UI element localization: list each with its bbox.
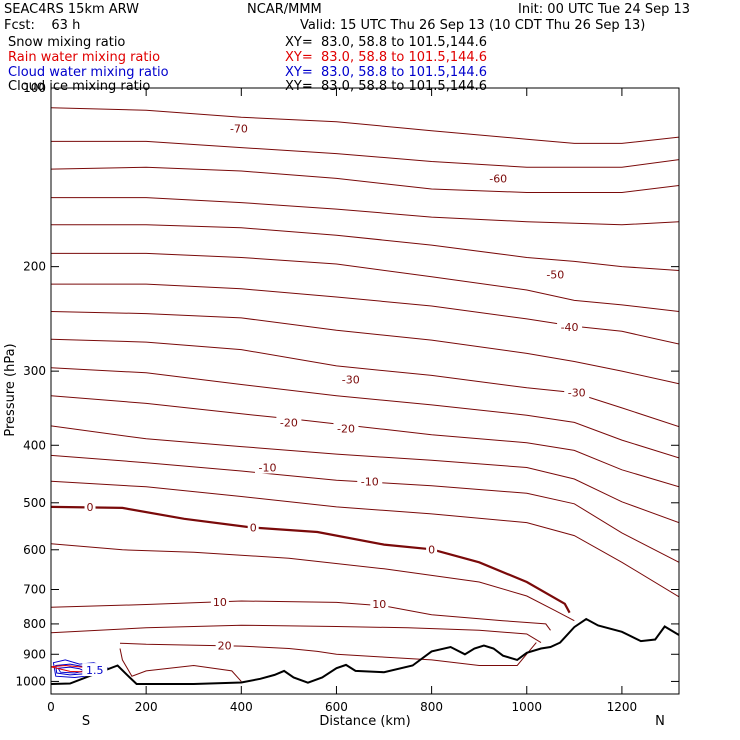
contour-label: -20: [337, 423, 355, 436]
x-tick-label: 1000: [511, 700, 542, 714]
field-xy-rain: XY= 83.0, 58.8 to 101.5,144.6: [285, 50, 488, 65]
contour-label-bg: [426, 542, 438, 556]
x-axis-label: Distance (km): [319, 714, 410, 729]
y-tick-label: 100: [23, 81, 46, 95]
valid-time: Valid: 15 UTC Thu 26 Sep 13 (10 CDT Thu …: [300, 18, 646, 33]
contour-label-bg: [370, 596, 389, 610]
contour-label: -60: [489, 172, 507, 185]
contour-label: 10: [372, 598, 386, 611]
isotherm-line: [51, 224, 679, 271]
isotherm-line: [51, 543, 575, 622]
contour-label: -50: [546, 268, 564, 281]
y-tick-label: 1000: [15, 674, 46, 688]
y-tick-label: 500: [23, 496, 46, 510]
contour-label-bg: [254, 460, 280, 474]
isotherm-line: [51, 367, 679, 459]
contour-layer: [51, 107, 679, 682]
contour-label: -40: [561, 321, 579, 334]
contour-label: -70: [230, 122, 248, 135]
contour-label-bg: [226, 121, 252, 135]
contour-label-bg: [210, 595, 229, 609]
terrain-layer: [51, 617, 679, 685]
contour-label: -30: [342, 374, 360, 387]
isotherm-line: [119, 642, 537, 666]
contour-label-bg: [564, 385, 590, 399]
terrain-line: [51, 617, 679, 685]
contour-label-bg: [485, 171, 511, 185]
isotherm-line: [51, 505, 571, 614]
isotherm-line: [51, 283, 679, 345]
contour-label-bg: [276, 415, 302, 429]
y-tick-label: 900: [23, 647, 46, 661]
contour-label-bg: [333, 421, 359, 435]
x-tick-label: 800: [420, 700, 443, 714]
y-tick-label: 600: [23, 543, 46, 557]
isotherm-line: [51, 624, 542, 644]
field-xy-snow: XY= 83.0, 58.8 to 101.5,144.6: [285, 35, 488, 50]
y-tick-label: 400: [23, 438, 46, 452]
isotherm-line: [51, 140, 679, 168]
center-label: NCAR/MMM: [247, 2, 322, 17]
contour-label: 0: [87, 501, 94, 514]
contour-label-bg: [247, 520, 259, 534]
model-title: SEAC4RS 15km ARW: [4, 2, 140, 17]
contour-label-bg: [82, 663, 108, 677]
contour-label: 20: [218, 640, 232, 653]
contour-label: -30: [568, 387, 586, 400]
contour-label-bg: [357, 474, 383, 488]
end-label-south: S: [82, 714, 90, 729]
isotherm-line: [51, 425, 679, 524]
contour-label-bg: [338, 372, 364, 386]
y-tick-label: 200: [23, 260, 46, 274]
x-tick-label: 0: [47, 700, 55, 714]
y-tick-label: 300: [23, 364, 46, 378]
field-label-rain: Rain water mixing ratio: [8, 50, 161, 65]
end-label-north: N: [655, 714, 665, 729]
isotherm-line: [51, 311, 679, 385]
contour-label-bg: [542, 267, 568, 281]
x-tick-label: 600: [325, 700, 348, 714]
isotherm-line: [51, 166, 679, 193]
contour-label: 10: [213, 596, 227, 609]
contour-label-bg: [215, 638, 234, 652]
isotherm-line: [119, 648, 242, 682]
contour-label-bg: [557, 320, 583, 334]
x-tick-label: 400: [230, 700, 253, 714]
contour-label: -20: [280, 416, 298, 429]
contour-label: -10: [361, 475, 379, 488]
isotherm-line: [51, 454, 679, 563]
x-tick-label: 200: [135, 700, 158, 714]
contour-label-layer: -70 -60 -50 -40 -30 -30 -20 -20 -10 -10 0 0 0 10 10 20 1…: [82, 121, 590, 677]
field-label-snow: Snow mixing ratio: [8, 35, 126, 50]
isotherm-line: [51, 338, 679, 428]
isotherm-line: [51, 252, 679, 312]
contour-label: 1.5: [86, 664, 104, 677]
init-time: Init: 00 UTC Tue 24 Sep 13: [518, 2, 691, 17]
isotherm-line: [51, 395, 679, 488]
isotherm-line: [51, 197, 679, 226]
y-tick-label: 700: [23, 583, 46, 597]
contour-label: 0: [428, 543, 435, 556]
y-tick-label: 800: [23, 617, 46, 631]
isotherm-line: [51, 107, 679, 144]
forecast-hour: Fcst: 63 h: [4, 18, 81, 33]
contour-label: 0: [250, 521, 257, 534]
x-tick-label: 1200: [607, 700, 638, 714]
plot-frame: [50, 87, 680, 695]
y-axis-label: Pressure (hPa): [3, 343, 18, 436]
contour-label: -10: [258, 461, 276, 474]
contour-label-bg: [84, 499, 96, 513]
field-xy-cloud-ice: XY= 83.0, 58.8 to 101.5,144.6: [285, 79, 488, 94]
isotherm-line: [51, 480, 679, 598]
field-label-cloud-water: Cloud water mixing ratio: [8, 65, 169, 80]
field-label-cloud-ice: Cloud ice mixing ratio: [8, 79, 151, 94]
field-xy-cloud-water: XY= 83.0, 58.8 to 101.5,144.6: [285, 65, 488, 80]
